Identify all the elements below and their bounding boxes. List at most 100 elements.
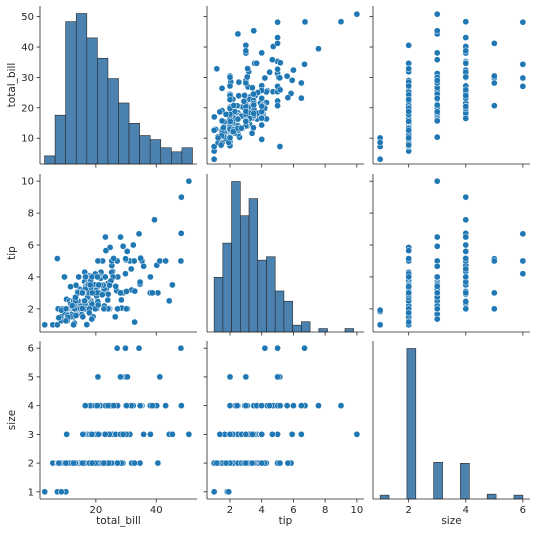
- scatter-point: [178, 193, 185, 201]
- scatter-point: [519, 257, 527, 265]
- scatter-point: [235, 92, 243, 100]
- scatter-point: [353, 10, 361, 18]
- scatter-point: [283, 72, 291, 80]
- scatter-point: [288, 431, 296, 438]
- histogram-bar: [257, 259, 267, 333]
- scatter-point: [78, 305, 86, 312]
- scatter-point: [315, 45, 322, 53]
- scatter-point: [86, 281, 94, 289]
- scatter-point: [177, 344, 185, 352]
- scatter-point: [117, 296, 125, 304]
- scatter-point: [114, 459, 121, 467]
- scatter-point: [274, 102, 281, 110]
- scatter-point: [258, 95, 266, 102]
- x-tick-label: 2: [227, 505, 233, 516]
- scatter-point: [104, 402, 112, 409]
- scatter-point: [242, 47, 250, 55]
- histogram-bar: [54, 114, 66, 165]
- scatter-point: [72, 312, 80, 319]
- scatter-point: [41, 488, 49, 496]
- scatter-point: [433, 242, 441, 250]
- scatter-point: [519, 230, 527, 238]
- x-tick-label: 8: [322, 505, 328, 516]
- scatter-point: [274, 373, 281, 381]
- scatter-point: [433, 108, 441, 116]
- histogram-bar: [171, 151, 183, 165]
- scatter-point: [213, 65, 221, 73]
- scatter-point: [238, 124, 245, 132]
- scatter-point: [405, 309, 413, 317]
- panel-tip-vs-total_bill: 2 4 6 8 10: [21, 174, 197, 336]
- scatter-point: [70, 459, 77, 467]
- histogram-bar: [301, 321, 311, 333]
- scatter-point: [490, 72, 498, 80]
- scatter-point: [274, 344, 281, 352]
- scatter-point: [169, 281, 176, 289]
- scatter-point: [81, 297, 88, 305]
- scatter-point: [225, 488, 233, 496]
- y-tick-label: 2: [28, 304, 34, 315]
- scatter-point: [55, 459, 63, 467]
- scatter-point: [258, 136, 266, 143]
- scatter-point: [94, 301, 102, 309]
- scatter-point: [104, 290, 112, 298]
- histogram-bar: [213, 276, 224, 333]
- scatter-point: [63, 431, 71, 438]
- x-tick-label: 4: [463, 505, 469, 516]
- scatter-point: [261, 74, 269, 82]
- scatter-point: [124, 373, 131, 381]
- scatter-point: [137, 254, 144, 262]
- scatter-point: [274, 40, 281, 47]
- y-tick-label: 10: [21, 177, 34, 188]
- scatter-point: [94, 273, 101, 281]
- scatter-point: [70, 321, 77, 329]
- x-axis-label-total_bill: total_bill: [96, 515, 141, 527]
- scatter-point: [462, 298, 470, 306]
- scatter-point: [250, 110, 258, 117]
- scatter-point: [433, 262, 441, 270]
- scatter-point: [266, 402, 273, 409]
- scatter-point: [117, 289, 124, 297]
- histogram-bar: [222, 242, 232, 333]
- scatter-point: [67, 283, 74, 291]
- y-tick-label: 8: [28, 209, 34, 220]
- scatter-point: [258, 102, 266, 110]
- histogram-bar: [318, 328, 328, 333]
- scatter-point: [405, 126, 413, 134]
- scatter-point: [433, 315, 441, 323]
- scatter-point: [100, 459, 108, 467]
- histogram-bar: [433, 462, 443, 500]
- scatter-point: [258, 49, 266, 57]
- scatter-point: [177, 257, 185, 265]
- scatter-point: [405, 318, 413, 326]
- histogram-bar: [97, 57, 109, 165]
- scatter-point: [162, 402, 169, 409]
- scatter-point: [55, 314, 63, 322]
- y-tick-label: 6: [28, 241, 34, 252]
- scatter-point: [101, 431, 109, 438]
- scatter-point: [226, 402, 234, 409]
- scatter-point: [226, 118, 234, 125]
- scatter-point: [178, 402, 185, 409]
- scatter-point: [102, 247, 110, 254]
- scatter-point: [276, 74, 284, 82]
- histogram-bar: [139, 135, 151, 165]
- scatter-point: [261, 344, 269, 352]
- scatter-point: [156, 373, 164, 381]
- scatter-point: [258, 459, 266, 467]
- scatter-point: [127, 265, 135, 273]
- scatter-point: [226, 82, 234, 90]
- scatter-point: [234, 30, 242, 38]
- scatter-point: [283, 402, 291, 409]
- scatter-point: [433, 77, 441, 84]
- scatter-point: [376, 321, 384, 329]
- scatter-point: [88, 289, 96, 297]
- scatter-point: [258, 114, 266, 122]
- scatter-point: [405, 273, 413, 281]
- histogram-bar: [65, 21, 77, 165]
- histogram-bar: [86, 37, 98, 165]
- panel-size-vs-size: 2 4 6: [372, 341, 530, 516]
- scatter-point: [433, 95, 441, 102]
- scatter-point: [177, 230, 185, 237]
- scatter-point: [405, 134, 413, 142]
